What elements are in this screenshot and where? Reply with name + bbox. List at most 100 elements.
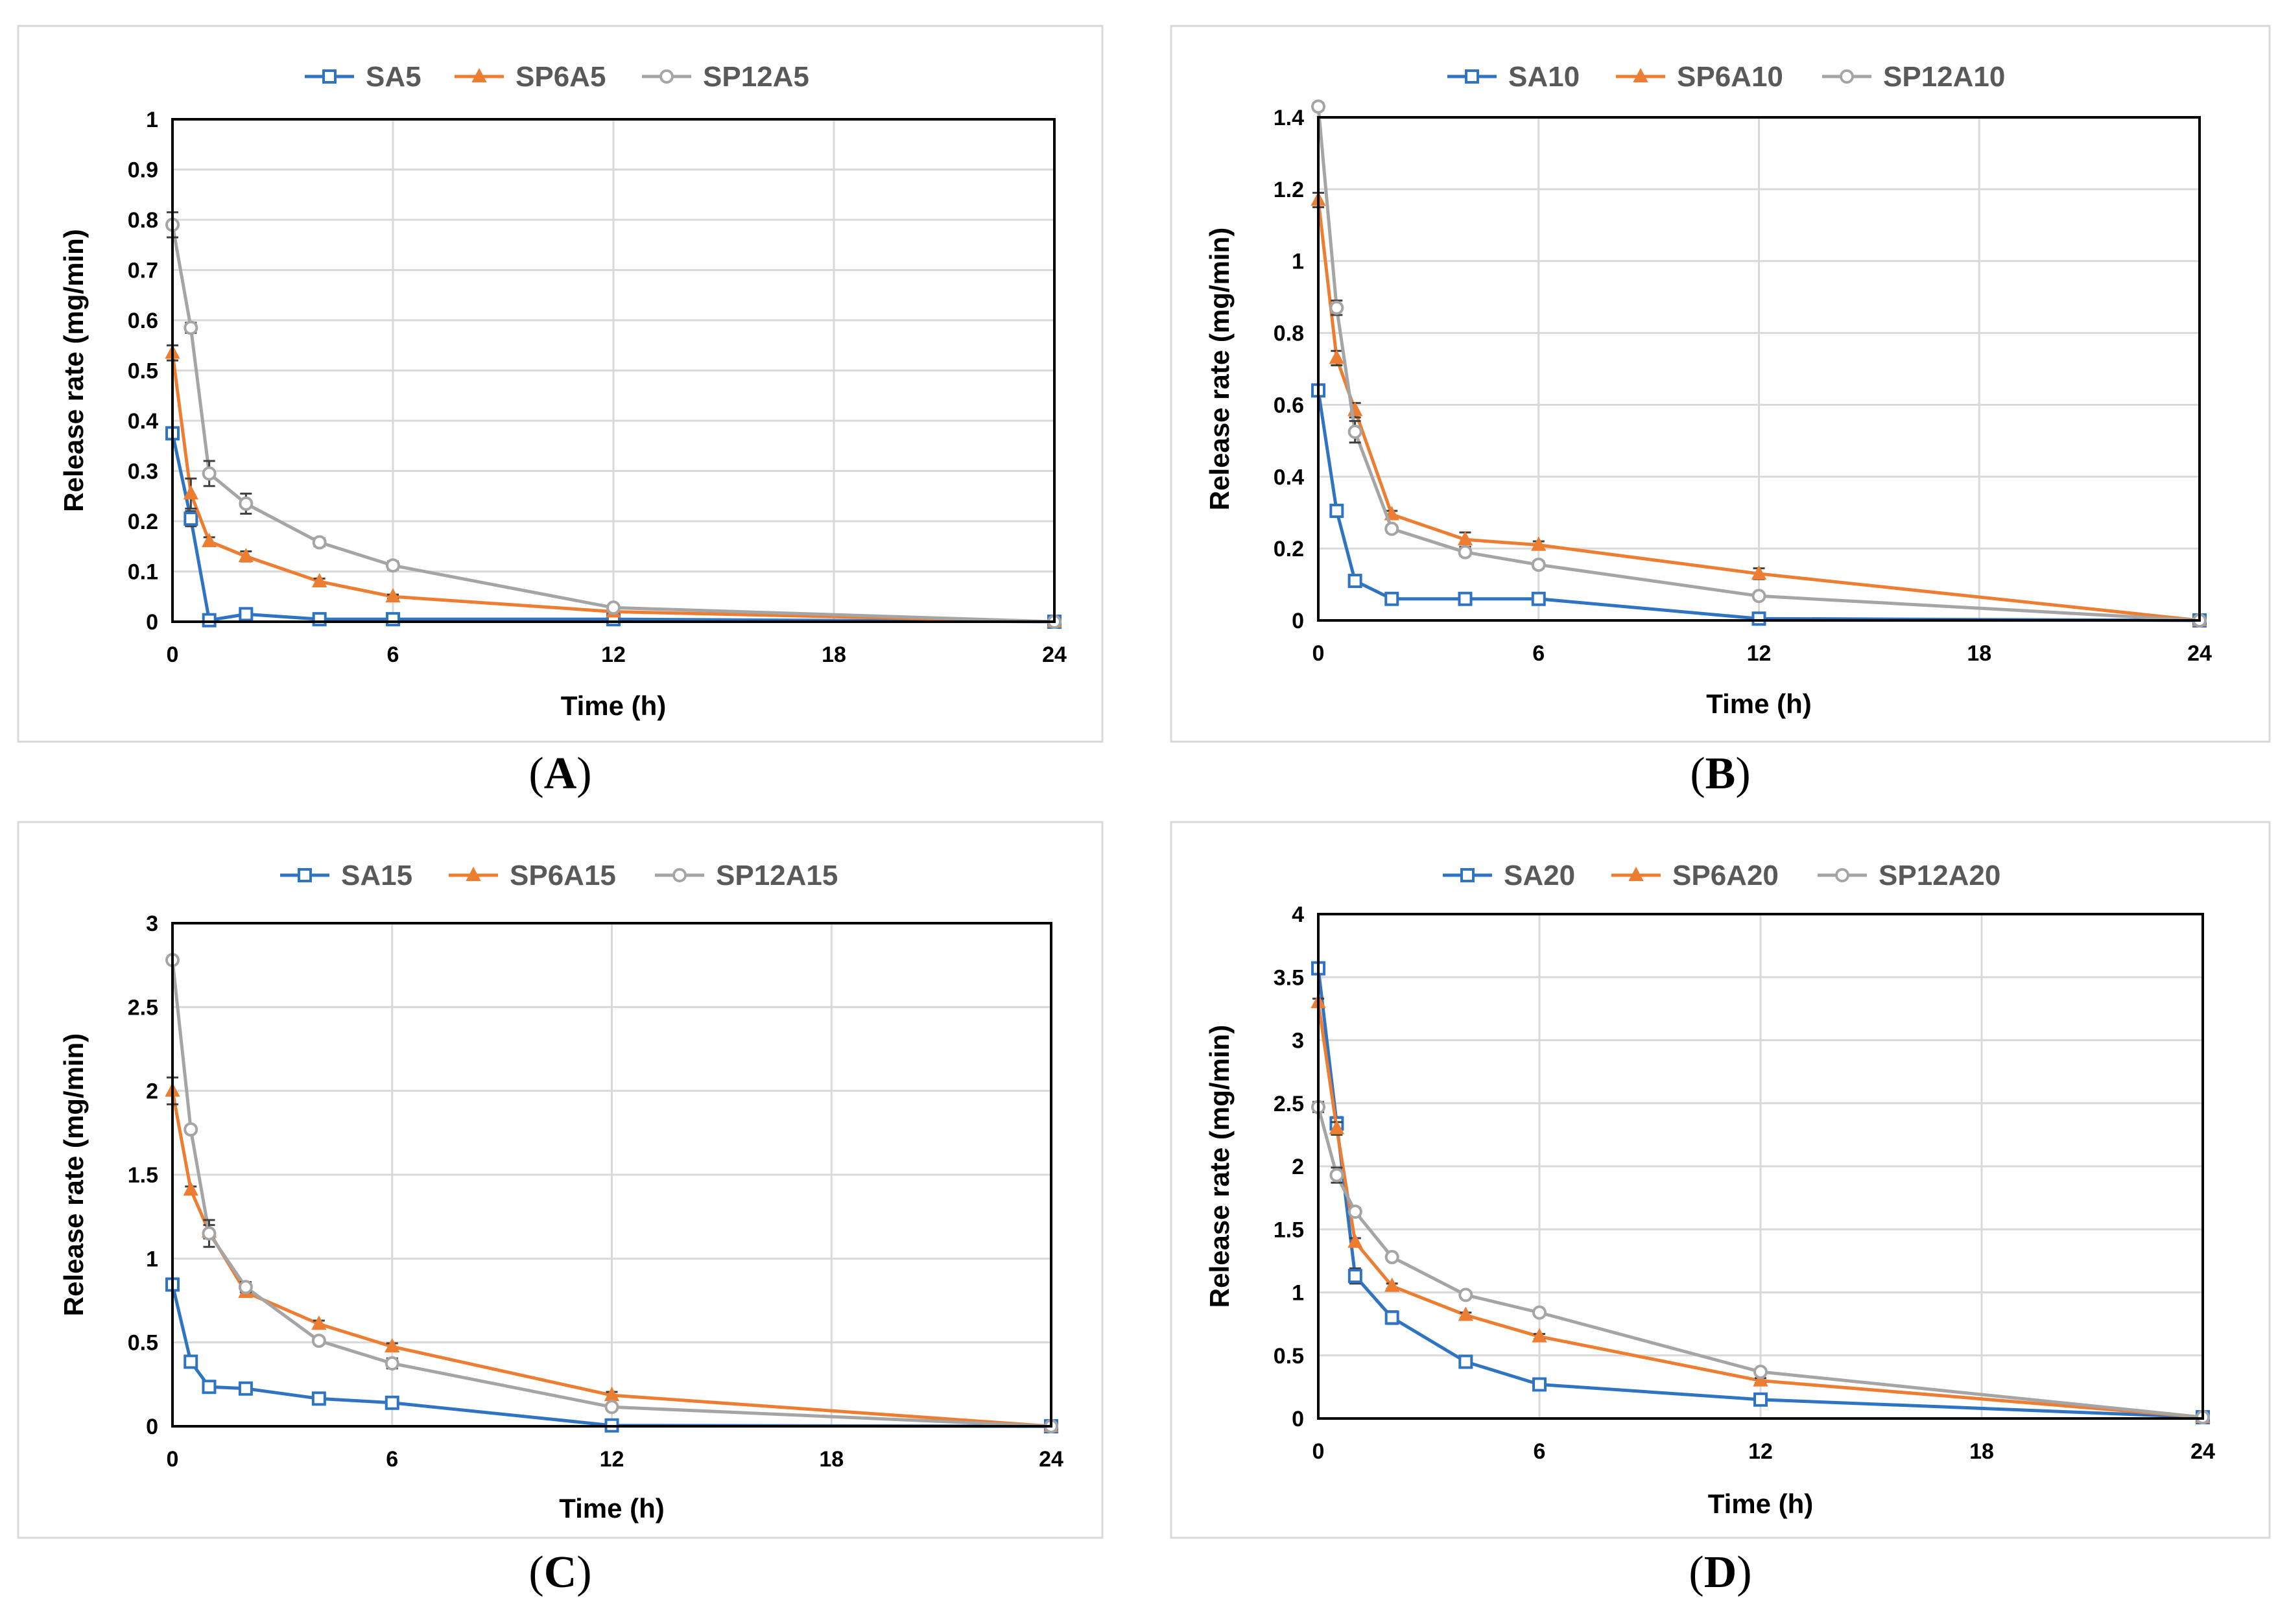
panel-b-ytick-label: 1.2 [1274, 178, 1304, 202]
panel-b-legend-label: SP6A10 [1677, 61, 1783, 93]
panel-d-ytick-label: 4 [1292, 902, 1304, 927]
panel-d-point-SP6A20 [1753, 1372, 1768, 1387]
panel-c-ytick-label: 1.5 [128, 1163, 158, 1188]
panel-b-point-SA10 [1384, 591, 1399, 606]
panel-a-legend-marker [471, 67, 487, 82]
panel-d-legend-item-SP12A20: SP12A20 [1818, 860, 2000, 891]
panel-d-xtick-label: 6 [1534, 1439, 1546, 1464]
panel-c-plot-area [171, 922, 1052, 1428]
panel-a: 0 0.1 0.2 0.3 0.4 0.5 0.6 0.7 0.8 0.9 1 0 6 12 18 24 Tim… [17, 25, 1104, 799]
panel-a-ytick-label: 0.3 [128, 460, 158, 484]
panel-b-ytick-label: 0.6 [1274, 393, 1304, 418]
panel-b-ytick-label: 0.8 [1274, 322, 1304, 346]
panel-c-line-SP12A15 [171, 959, 1052, 1428]
panel-a-ytick-label: 0.4 [128, 409, 158, 434]
panel-c-point-SP12A15 [184, 1122, 198, 1137]
panel-c-ytick-label: 1 [146, 1247, 158, 1271]
panel-d-x-axis-title: Time (h) [1708, 1489, 1814, 1519]
panel-d-ytick-label: 2 [1292, 1155, 1304, 1179]
panel-a-point-SP12A5 [202, 466, 217, 481]
panel-c-point-SP6A15 [385, 1337, 400, 1353]
panel-a-xtick-label: 12 [601, 642, 626, 667]
panel-c-xtick-label: 12 [600, 1447, 624, 1472]
panel-a-point-SP6A5 [312, 572, 327, 587]
panel-b-point-SP6A10 [1329, 349, 1344, 364]
panel-c-line-SP6A15 [171, 1090, 1052, 1428]
panel-b-ytick-label: 0.2 [1274, 537, 1304, 561]
panel-b-legend-label: SP12A10 [1883, 61, 2005, 93]
panel-b-legend-marker [1465, 69, 1479, 84]
panel-b-ytick-label: 1 [1292, 250, 1304, 274]
panel-a-line-SA5 [171, 432, 1055, 624]
panel-d-point-SP6A20 [1347, 1233, 1363, 1248]
panel-b-ytick-label: 0 [1292, 609, 1304, 633]
panel-a-point-SA5 [184, 512, 198, 526]
panel-d-legend-marker [1835, 868, 1849, 882]
panel-b-xtick-label: 0 [1312, 641, 1325, 666]
panel-a-ytick-label: 1 [146, 108, 158, 132]
panel-d-point-SP12A20 [1384, 1250, 1399, 1265]
panel-a-legend-label: SP6A5 [516, 61, 606, 93]
panel-c-label: (C) [528, 1548, 591, 1597]
panel-a-point-SP12A5 [239, 496, 254, 511]
panel-c-xtick-label: 0 [167, 1447, 179, 1472]
panel-a-xtick-label: 18 [822, 642, 846, 667]
panel-c-point-SA15 [202, 1380, 217, 1395]
panel-d-plot-area [1317, 913, 2204, 1420]
panel-a-xtick-label: 6 [387, 642, 399, 667]
panel-c-legend-label: SP6A15 [510, 860, 616, 891]
panel-a-legend-label: SA5 [366, 61, 421, 93]
panel-d-xtick-label: 12 [1748, 1439, 1773, 1464]
panel-d-legend-marker [1460, 868, 1475, 882]
panel-d-point-SP12A20 [1329, 1168, 1344, 1183]
panel-a-legend-marker [322, 69, 337, 84]
panel-b-xtick-label: 6 [1532, 641, 1545, 666]
panel-a-point-SP12A5 [184, 320, 198, 335]
panel-a-line-SP6A5 [171, 353, 1055, 624]
panel-d-legend: SA20 SP6A20 SP12A20 [1443, 860, 2000, 891]
panel-a-legend-marker [659, 69, 674, 84]
panel-d-xtick-label: 0 [1312, 1439, 1325, 1464]
panel-b-legend-label: SA10 [1508, 61, 1580, 93]
panel-c-ytick-label: 0 [146, 1415, 158, 1439]
panel-b-point-SA10 [1458, 591, 1473, 606]
panel-b-border [1170, 25, 2271, 743]
panel-d-ytick-label: 1 [1292, 1281, 1304, 1306]
panel-a-ytick-label: 0.7 [128, 259, 158, 283]
panel-c-point-SA15 [385, 1395, 399, 1410]
panel-c-legend: SA15 SP6A15 SP12A15 [280, 860, 838, 891]
panel-b-xtick-label: 18 [1967, 641, 1991, 666]
panel-b-series-SP6A10 [1311, 191, 2207, 626]
panel-d-point-SP12A20 [1532, 1305, 1547, 1320]
panel-c-legend-item-SA15: SA15 [280, 860, 412, 891]
panel-d-xtick-label: 18 [1969, 1439, 1994, 1464]
panel-c-ytick-label: 2 [146, 1079, 158, 1104]
panel-d-point-SA20 [1458, 1354, 1473, 1369]
panel-b-ytick-label: 0.4 [1274, 465, 1304, 489]
panel-b-legend-item-SA10: SA10 [1447, 61, 1580, 93]
panel-b-plot-area [1317, 116, 2201, 622]
panel-a-line-SP12A5 [171, 224, 1055, 624]
panel-d-ytick-label: 0.5 [1274, 1344, 1304, 1369]
panel-c-point-SP6A15 [183, 1181, 198, 1196]
panel-d-point-SP12A20 [1458, 1288, 1473, 1302]
panel-b-ytick-label: 1.4 [1274, 106, 1304, 130]
panel-b-point-SP12A10 [1347, 425, 1362, 439]
panel-b-point-SP6A10 [1531, 536, 1547, 551]
panel-d-ytick-label: 2.5 [1274, 1092, 1304, 1116]
panel-d-point-SP12A20 [1753, 1365, 1768, 1380]
panel-a-point-SP12A5 [386, 558, 400, 573]
panel-a-point-SP6A5 [238, 548, 254, 563]
panel-b-legend-marker [1840, 69, 1854, 84]
panel-a-legend: SA5 SP6A5 SP12A5 [305, 61, 809, 93]
panel-c-point-SA15 [238, 1381, 253, 1396]
panel-a-ytick-label: 0.1 [128, 560, 158, 585]
panel-d-point-SA20 [1532, 1377, 1547, 1392]
panel-d-legend-item-SA20: SA20 [1443, 860, 1575, 891]
panel-c-y-axis-title: Release rate (mg/min) [58, 1033, 89, 1317]
panel-c-point-SP12A15 [311, 1334, 326, 1348]
panel-a-legend-item-SP6A5: SP6A5 [455, 61, 606, 93]
panel-a-ytick-label: 0.5 [128, 359, 158, 384]
panel-d-point-SP6A20 [1458, 1306, 1473, 1321]
